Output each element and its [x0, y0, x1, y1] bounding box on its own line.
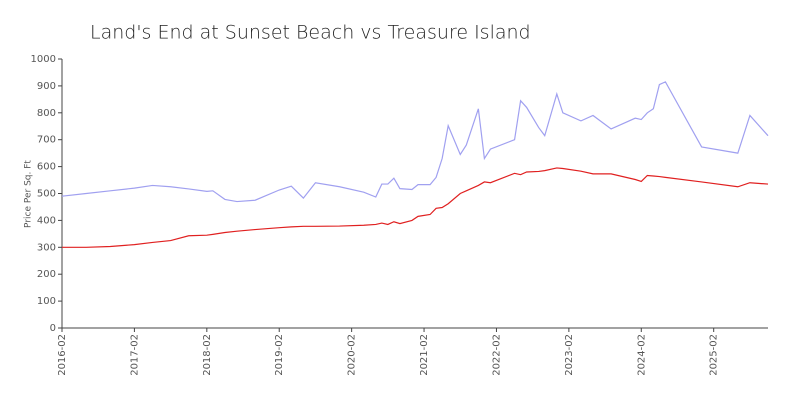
y-axis-label: Price Per Sq. Ft	[24, 160, 34, 228]
y-tick-label: 1000	[31, 54, 56, 65]
x-tick-label: 2016-02	[57, 334, 68, 376]
y-tick-label: 400	[37, 215, 56, 226]
x-tick-label: 2022-02	[491, 334, 502, 376]
y-tick-label: 100	[37, 296, 56, 307]
x-tick-label: 2018-02	[202, 334, 213, 376]
x-tick-label: 2025-02	[709, 334, 720, 376]
y-tick-label: 700	[37, 135, 56, 146]
series-line	[62, 167, 769, 248]
y-tick-label: 900	[37, 81, 56, 92]
y-tick-label: 600	[37, 162, 56, 173]
y-tick-label: 0	[50, 323, 56, 334]
x-tick-label: 2020-02	[347, 334, 358, 376]
series-line	[61, 81, 769, 203]
x-tick-label: 2019-02	[274, 334, 285, 376]
y-tick-label: 500	[37, 189, 56, 200]
x-tick-label: 2024-02	[636, 334, 647, 376]
chart-title: Land's End at Sunset Beach vs Treasure I…	[90, 22, 531, 44]
x-tick-label: 2023-02	[564, 334, 575, 376]
y-tick-label: 800	[37, 108, 56, 119]
x-tick-label: 2017-02	[129, 334, 140, 376]
y-tick-label: 200	[37, 269, 56, 280]
x-tick-label: 2021-02	[419, 334, 430, 376]
y-tick-label: 300	[37, 242, 56, 253]
